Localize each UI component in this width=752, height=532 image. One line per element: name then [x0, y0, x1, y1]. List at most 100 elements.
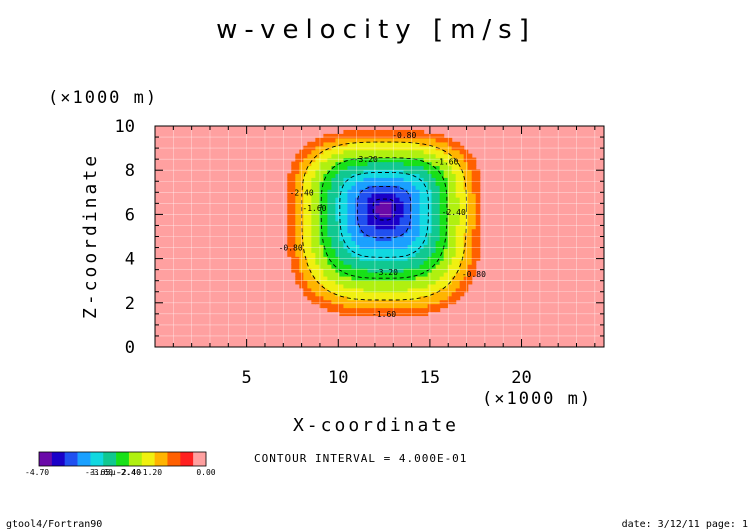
field-cell [375, 248, 381, 253]
field-cell [379, 236, 385, 242]
field-cell [403, 193, 409, 198]
field-cell [379, 169, 385, 174]
field-cell [323, 220, 328, 226]
field-cell [391, 232, 397, 238]
field-cell [355, 133, 361, 139]
field-cell [327, 236, 332, 242]
field-cell [471, 181, 477, 186]
field-cell [351, 141, 357, 147]
field-cell [331, 141, 336, 147]
field-cell [375, 307, 381, 313]
field-cell [383, 260, 389, 265]
field-cell [319, 141, 324, 147]
field-cell [335, 272, 341, 277]
field-cell [339, 291, 345, 297]
field-cell [355, 189, 361, 194]
field-cell [339, 287, 345, 293]
field-cell [443, 173, 449, 178]
field-cell [331, 204, 336, 210]
field-cell [443, 275, 449, 281]
field-cell [351, 307, 357, 313]
field-cell [431, 141, 437, 147]
field-cell [359, 216, 365, 222]
field-cell [375, 260, 381, 265]
field-cell [431, 260, 437, 265]
field-cell [423, 248, 429, 253]
field-cell [303, 193, 308, 198]
field-cell [383, 157, 389, 163]
field-cell [367, 291, 373, 297]
field-cell [307, 204, 312, 210]
field-cell [451, 185, 457, 190]
field-cell [363, 264, 369, 269]
field-cell [387, 181, 393, 186]
field-cell [375, 208, 381, 214]
field-cell [311, 173, 316, 178]
field-cell [451, 228, 457, 234]
field-cell [367, 287, 373, 293]
field-cell [335, 165, 341, 171]
field-cell [451, 268, 457, 273]
field-cell [287, 212, 292, 218]
field-cell [375, 177, 381, 182]
field-cell [343, 283, 349, 289]
field-cell [291, 197, 296, 202]
field-cell [315, 153, 320, 159]
field-cell [455, 173, 461, 178]
field-cell [451, 220, 457, 226]
field-cell [335, 173, 341, 178]
field-cell [391, 204, 397, 210]
field-cell [367, 240, 373, 245]
field-cell [367, 212, 373, 218]
field-cell [411, 197, 417, 202]
legend-swatch [193, 452, 207, 466]
field-cell [411, 283, 417, 289]
field-cell [383, 228, 389, 234]
field-cell [435, 141, 441, 147]
field-cell [319, 165, 324, 171]
field-cell [395, 216, 401, 222]
field-cell [395, 232, 401, 238]
field-cell [359, 212, 365, 218]
field-cell [411, 291, 417, 297]
field-cell [347, 287, 353, 293]
field-cell [387, 228, 393, 234]
field-cell [451, 248, 457, 253]
field-cell [311, 208, 316, 214]
field-cell [451, 240, 457, 245]
field-cell [295, 181, 300, 186]
field-cell [291, 268, 296, 273]
field-cell [287, 244, 292, 249]
legend-label: -1.20 [138, 468, 162, 477]
field-cell [387, 244, 393, 249]
field-cell [439, 272, 445, 277]
field-cell [307, 153, 312, 159]
field-cell [327, 228, 332, 234]
field-cell [291, 240, 296, 245]
field-cell [467, 252, 473, 257]
legend-overlap-text: -3.65μ-2.40 [85, 468, 141, 477]
field-cell [379, 181, 385, 186]
field-cell [375, 283, 381, 289]
field-cell [407, 173, 413, 178]
field-cell [315, 236, 320, 242]
field-cell [443, 193, 449, 198]
field-cell [371, 232, 377, 238]
field-cell [399, 129, 405, 135]
field-cell [315, 197, 320, 202]
field-cell [463, 185, 469, 190]
field-cell [335, 177, 341, 182]
field-cell [379, 244, 385, 249]
field-cell [455, 275, 461, 281]
field-cell [331, 295, 336, 301]
field-cell [415, 244, 421, 249]
field-cell [431, 185, 437, 190]
field-cell [471, 248, 477, 253]
field-cell [411, 248, 417, 253]
field-cell [419, 204, 425, 210]
field-cell [363, 268, 369, 273]
field-cell [355, 204, 361, 210]
field-cell [399, 283, 405, 289]
field-cell [383, 287, 389, 293]
field-cell [423, 236, 429, 242]
